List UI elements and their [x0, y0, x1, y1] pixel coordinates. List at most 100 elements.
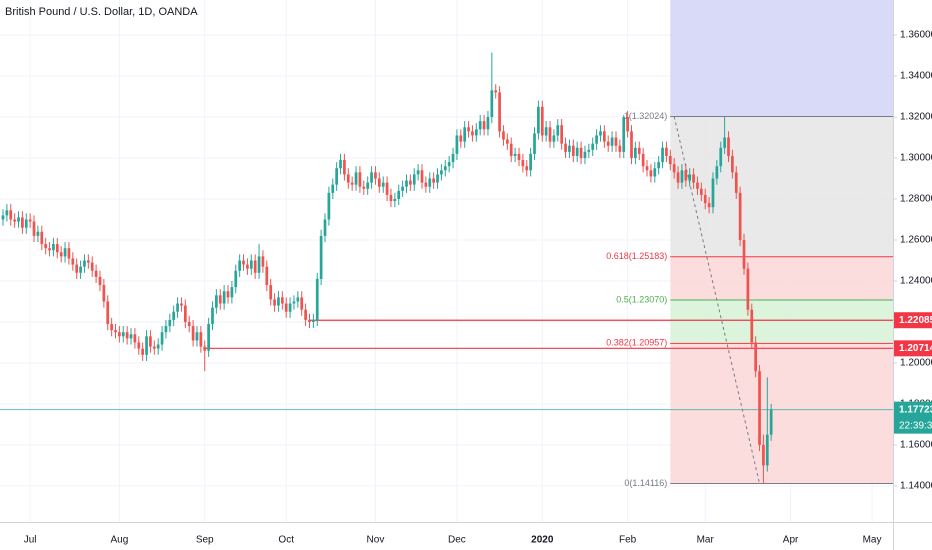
last-price-tag — [894, 401, 932, 434]
y-tick-label: 1.36000 — [900, 30, 932, 41]
candle-body — [630, 131, 633, 159]
candle-body — [575, 147, 579, 156]
candle-body — [52, 244, 55, 251]
candle-body — [537, 106, 540, 134]
candle-body — [346, 174, 350, 183]
candle-body — [292, 301, 296, 304]
candle-body — [304, 309, 307, 320]
y-tick-label: 1.30000 — [900, 153, 932, 164]
candle-body — [432, 178, 435, 183]
candle-body — [758, 371, 761, 445]
price-tag — [894, 340, 932, 357]
candle-body — [32, 221, 36, 236]
candle-body — [412, 174, 416, 185]
x-tick-label: Sep — [196, 535, 214, 546]
candle-body — [335, 168, 339, 185]
candle-body — [265, 266, 269, 286]
candle-body — [754, 342, 758, 372]
fibonacci: 1(1.32024) 0.618(1.25183) 0.5(1.23070) 0.38… — [606, 0, 893, 488]
candle-body — [688, 174, 692, 181]
candle-body — [24, 219, 28, 228]
candle-body — [746, 268, 750, 310]
candle-body — [544, 127, 548, 136]
candle-body — [505, 139, 509, 144]
candle-body — [343, 160, 346, 175]
candle-body — [517, 153, 521, 161]
candle-body — [696, 182, 699, 189]
candle-body — [312, 319, 315, 322]
candle-body — [90, 262, 94, 271]
candle-body — [191, 326, 195, 341]
x-tick-label: Nov — [367, 535, 385, 546]
candle-body — [152, 346, 156, 349]
candle-body — [168, 319, 172, 327]
candle-body — [750, 309, 754, 343]
candle-body — [385, 182, 389, 195]
candle-body — [389, 194, 393, 202]
candle-body — [199, 332, 203, 347]
candle-body — [67, 248, 71, 259]
candle-body — [323, 219, 327, 236]
candle-body — [296, 297, 300, 302]
candle-body — [401, 186, 404, 191]
candle-body — [583, 151, 587, 159]
candle-body — [71, 258, 75, 265]
candle-body — [614, 137, 618, 146]
fib-zone — [670, 0, 893, 117]
fib-zone — [670, 343, 893, 484]
candle-body — [183, 305, 187, 322]
candle-body — [436, 174, 439, 183]
candle-body — [556, 125, 560, 136]
candle-body — [257, 256, 261, 273]
candle-body — [327, 192, 331, 220]
candle-body — [277, 297, 280, 306]
candle-body — [218, 295, 222, 304]
candle-body — [102, 285, 106, 302]
fib-zone — [670, 300, 893, 344]
candle-body — [5, 210, 9, 216]
candle-body — [769, 409, 773, 435]
candle-body — [226, 291, 230, 298]
candle-body — [319, 235, 323, 279]
candle-body — [284, 303, 288, 312]
x-tick-label: Jul — [24, 535, 37, 546]
candle-body — [560, 125, 564, 144]
candle-body — [1, 215, 5, 220]
candle-body — [358, 172, 362, 187]
candle-body — [467, 127, 470, 132]
y-tick-label: 1.32000 — [900, 112, 932, 123]
countdown: 22:39:37 — [899, 420, 932, 431]
candle-body — [474, 129, 478, 136]
candle-body — [657, 162, 661, 169]
candle-body — [738, 192, 742, 240]
candle-body — [79, 266, 82, 273]
candle-body — [428, 178, 432, 187]
candle-body — [28, 219, 32, 222]
candle-body — [300, 297, 304, 310]
candle-body — [540, 106, 544, 136]
candle-body — [234, 270, 238, 288]
candle-body — [253, 260, 257, 273]
candle-body — [156, 344, 160, 349]
candle-body — [568, 145, 571, 152]
candle-body — [354, 172, 358, 185]
candle-body — [548, 127, 552, 142]
y-tick-label: 1.14000 — [900, 481, 932, 492]
candle-body — [552, 135, 556, 142]
candle-body — [114, 330, 117, 333]
x-tick-label: May — [863, 535, 882, 546]
candle-body — [339, 160, 342, 169]
candle-body — [269, 285, 273, 300]
x-tick-label: Aug — [110, 535, 128, 546]
candle-body — [513, 153, 517, 156]
candle-body — [564, 143, 567, 152]
candle-body — [366, 182, 370, 189]
candle-body — [416, 170, 420, 175]
candle-body — [579, 147, 583, 159]
candle-body — [734, 172, 738, 193]
candle-body — [661, 147, 664, 163]
candle-body — [315, 278, 319, 320]
candle-body — [75, 264, 79, 273]
candle-body — [637, 147, 641, 154]
candle-body — [187, 321, 191, 327]
